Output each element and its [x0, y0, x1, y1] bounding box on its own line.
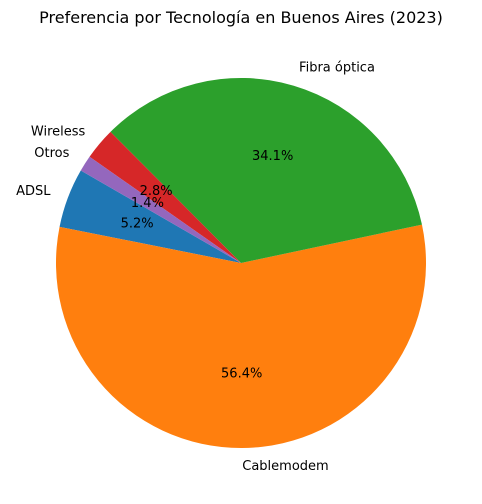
pie-slices [56, 77, 427, 448]
pie-slice-cablemodem [56, 224, 427, 448]
pie-labels: ADSL 5.2% Cablemodem 56.4% Fibra óptica 34.1%… [16, 60, 375, 474]
pie-slice-adsl [59, 170, 241, 263]
chart-title: Preferencia por Tecnología en Buenos Air… [39, 8, 443, 27]
pie-slice-otros [80, 156, 241, 263]
percent-label-fibra-optica: 34.1% [252, 149, 293, 164]
category-label-fibra-optica: Fibra óptica [299, 60, 375, 75]
percent-label-adsl: 5.2% [121, 216, 154, 231]
percent-label-wireless: 2.8% [140, 184, 173, 199]
percent-label-otros: 1.4% [131, 196, 164, 211]
percent-label-cablemodem: 56.4% [221, 366, 262, 381]
category-label-adsl: ADSL [16, 184, 51, 199]
pie-slice-wireless [89, 131, 241, 263]
category-label-cablemodem: Cablemodem [242, 459, 328, 474]
pie-slice-fibra-optica [110, 77, 422, 263]
category-label-otros: Otros [34, 146, 69, 161]
category-label-wireless: Wireless [31, 124, 86, 139]
